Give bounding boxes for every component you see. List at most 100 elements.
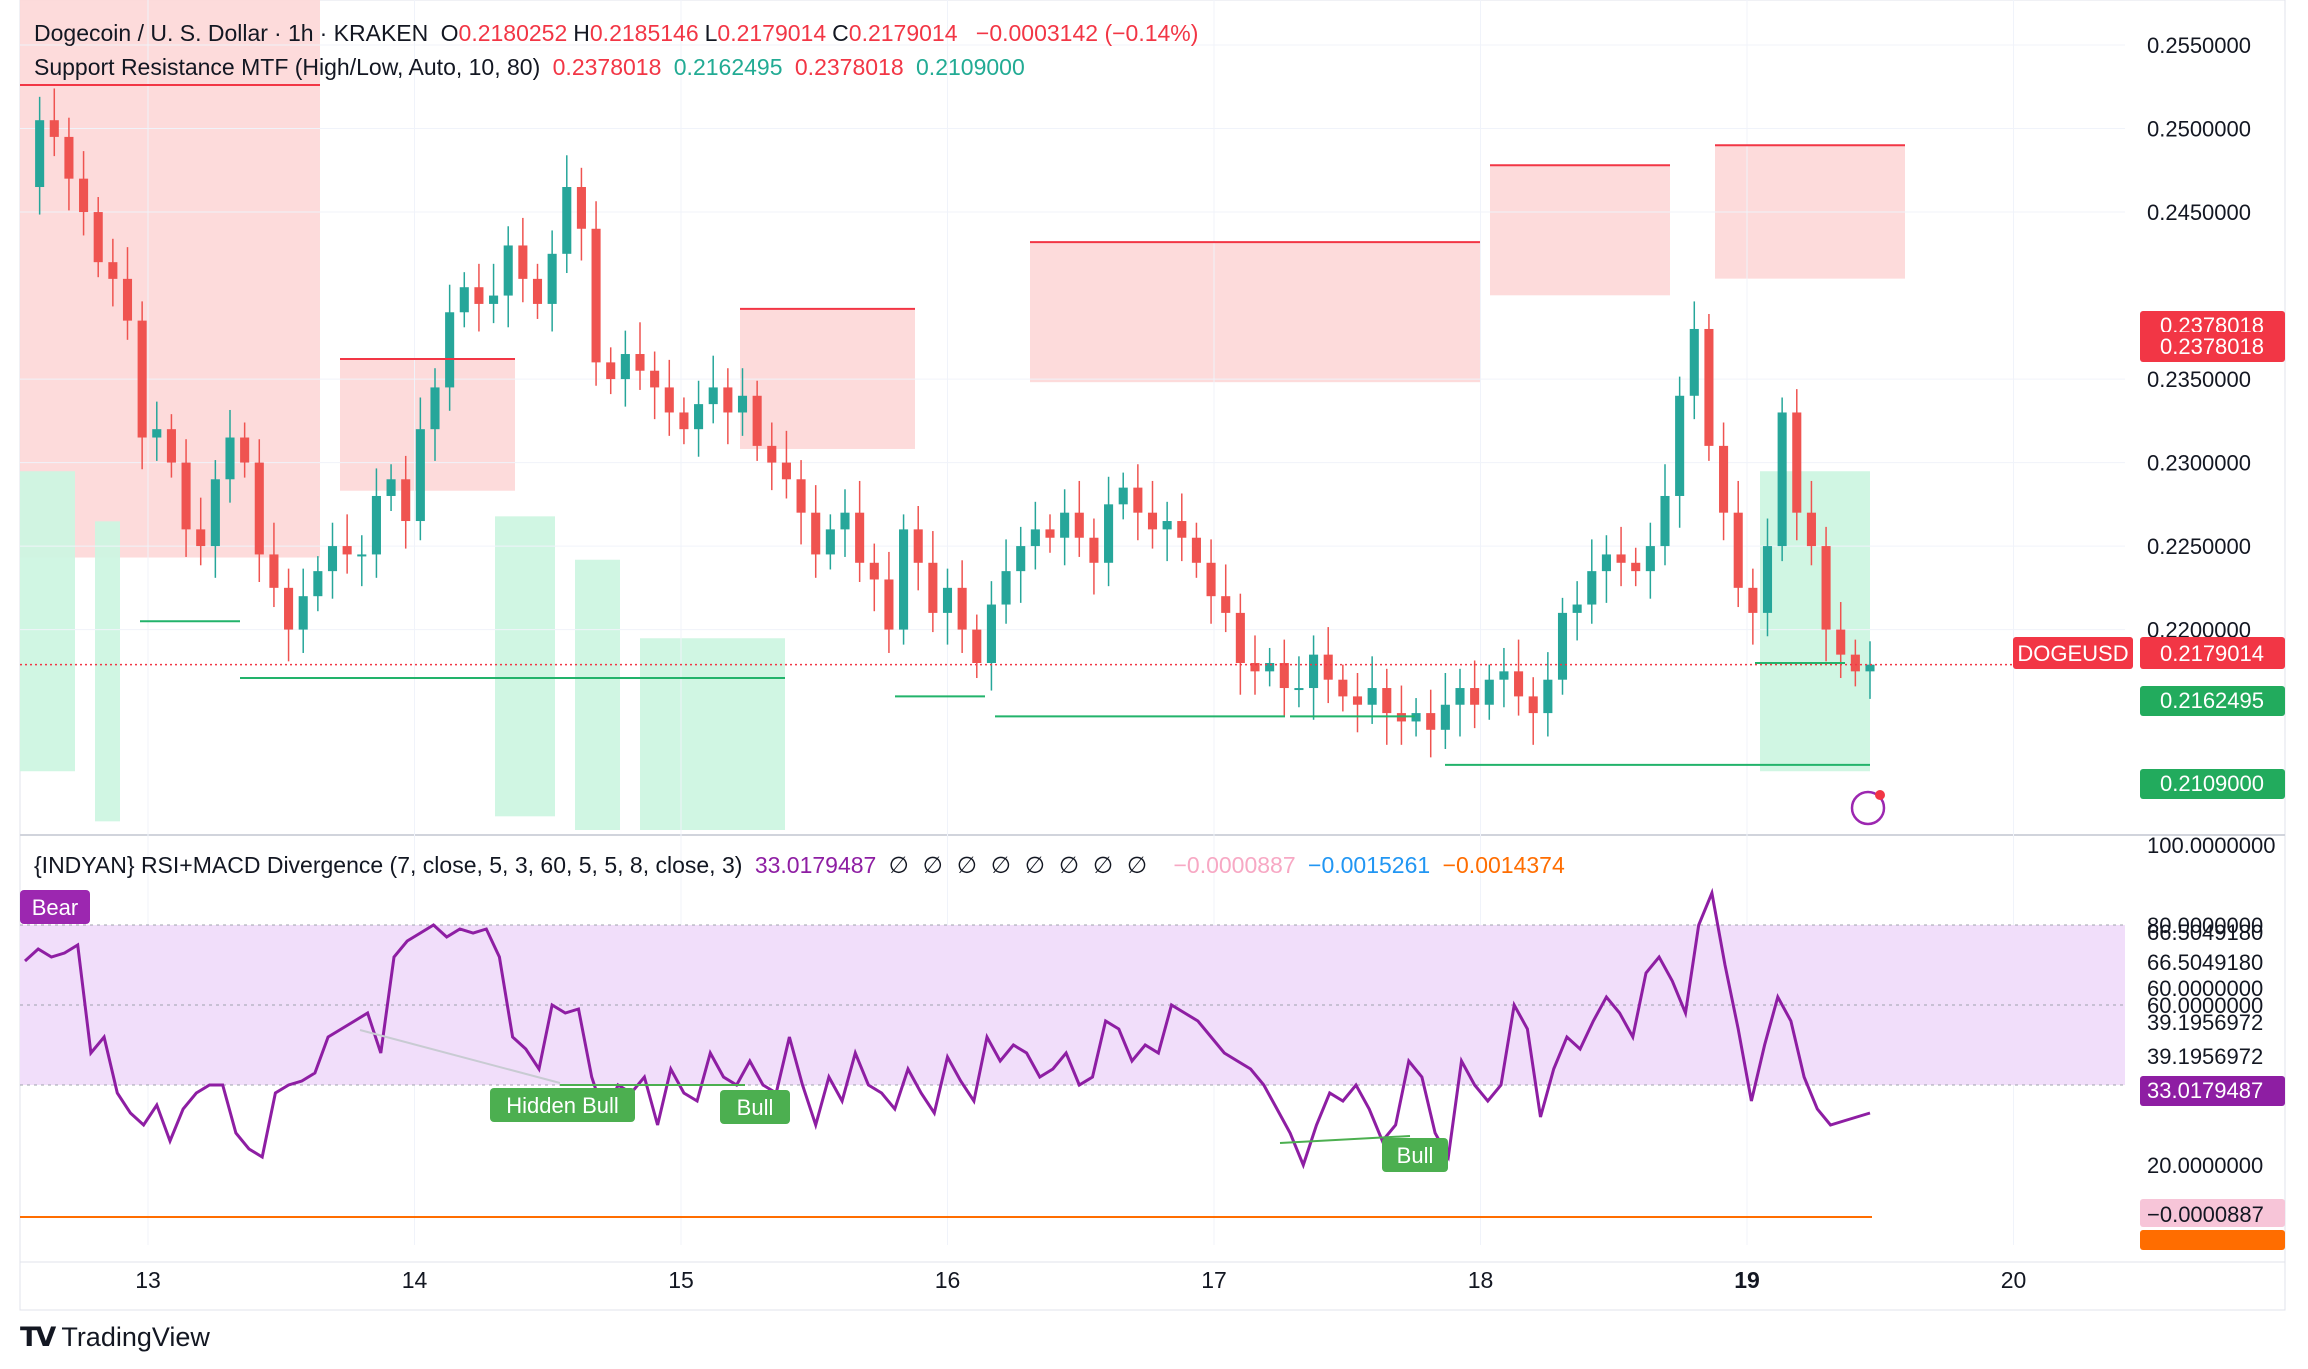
candle-body [474,287,484,304]
candle-body [1470,688,1480,705]
candle-body [957,587,967,630]
empty-value: ∅ [990,852,1011,878]
candle-body [415,429,425,522]
candle-body [1660,495,1670,547]
candle-body [1118,487,1128,505]
x-tick-label: 19 [1734,1267,1760,1293]
exchange: KRAKEN [333,20,429,46]
candle-body [986,604,996,663]
macd-tag-bg-2 [2140,1230,2285,1250]
candle-body [1865,664,1875,672]
candle-body [606,362,616,380]
candle-body [620,354,630,380]
ohlc-value: 0.2180252 [458,20,568,46]
candle-body [1001,571,1011,605]
candle-body [401,479,411,522]
candle-body [840,512,850,530]
candle-body [547,253,557,304]
empty-value: ∅ [922,852,943,878]
sr-indicator-legend[interactable]: Support Resistance MTF (High/Low, Auto, … [34,54,1031,81]
empty-value: ∅ [1093,852,1114,878]
osc-level-label: 66.5049180 [2147,920,2263,945]
interval: 1h [288,20,314,46]
candle-body [196,529,206,547]
candle-body [1821,546,1831,630]
support-zone [495,516,555,817]
osc-level-label: 39.1956972 [2147,1010,2263,1035]
level-tag-text: 0.2162495 [2160,688,2264,713]
macd-tag-text: −0.0000887 [2147,1202,2264,1227]
candle-body [166,429,176,463]
rsi-value: 33.0179487 [754,852,877,878]
candle-body [386,479,396,496]
y-tick-label: 0.2450000 [2147,200,2251,225]
x-tick-label: 20 [2001,1267,2027,1293]
osc-level-label: 60.0000000 [2147,976,2263,1001]
candle-body [1074,512,1084,538]
candle-body [1162,521,1172,530]
candle-body [1352,696,1363,705]
candle-body [884,579,894,630]
last-price-tag-bg [2140,637,2285,669]
sr-value-2: 0.2162495 [673,54,783,80]
candle-body [459,287,469,313]
candle-body [1177,521,1187,538]
x-tick-label: 18 [1468,1267,1494,1293]
x-tick-label: 17 [1201,1267,1227,1293]
candle-body [1338,679,1348,697]
y-tick-label: 0.2550000 [2147,33,2251,58]
candle-body [1440,704,1450,730]
candle-body [327,546,338,572]
sr-value-4: 0.2109000 [916,54,1025,80]
candle-body [284,587,294,630]
candle-body [1719,445,1729,513]
support-zone [575,559,620,830]
candle-body [723,387,733,413]
candle-body [181,462,191,530]
osc-tick-label: 100.0000000 [2147,833,2275,858]
candle-body [811,512,821,555]
candle-body [972,629,982,663]
candle-body [1777,412,1787,547]
ohlc-key: O [440,20,459,46]
x-tick-label: 16 [935,1267,961,1293]
time-axis: 13 14 15 16 17 18 19 20 [20,1261,2285,1293]
tradingview-logo[interactable]: TV TradingView [20,1322,210,1353]
symbol-name: Dogecoin / U. S. Dollar [34,20,268,46]
empty-values: ∅ ∅ ∅ ∅ ∅ ∅ ∅ ∅ [889,852,1161,878]
price-change: −0.0003142 (−0.14%) [975,20,1199,46]
candle-body [108,262,118,279]
resistance-zone [1490,165,1670,296]
macd-value-3: −0.0014374 [1442,852,1565,878]
candle-body [1060,512,1070,538]
candle-body [562,187,572,254]
osc-level-label: 66.5049180 [2147,950,2263,975]
main-pane[interactable] [19,0,2286,1311]
rsi-tag-bg [2140,1076,2285,1106]
candle-body [1645,546,1655,572]
alert-dot-icon [1875,790,1885,800]
candle-body [1265,662,1275,672]
candle-body [64,136,74,179]
candle-body [650,370,660,388]
divergence-label-bg [490,1088,635,1122]
plot-frame [19,0,2286,1311]
candle-body [430,387,440,430]
candle-body [1191,537,1201,563]
indicator-name: {INDYAN} RSI+MACD Divergence (7, close, … [34,852,743,878]
candle-body [1455,688,1465,705]
candle-body [254,462,264,555]
candle-body [1294,688,1304,691]
support-zone [20,471,75,772]
symbol-legend[interactable]: Dogecoin / U. S. Dollar · 1h · KRAKEN O0.2… [34,20,1199,46]
rsi-indicator-legend[interactable]: {INDYAN} RSI+MACD Divergence (7, close, … [34,852,1571,879]
candle-body [445,312,455,388]
candle-body [1030,529,1040,547]
candle-body [371,495,381,555]
indicator-name: Support Resistance MTF (High/Low, Auto, … [34,54,541,80]
candle-body [532,278,543,304]
candle-body [1016,546,1026,572]
rsi-pane: 100.0000000 80.0000000 60.0000000 20.000000… [20,833,2285,1250]
candle-body [152,429,162,438]
